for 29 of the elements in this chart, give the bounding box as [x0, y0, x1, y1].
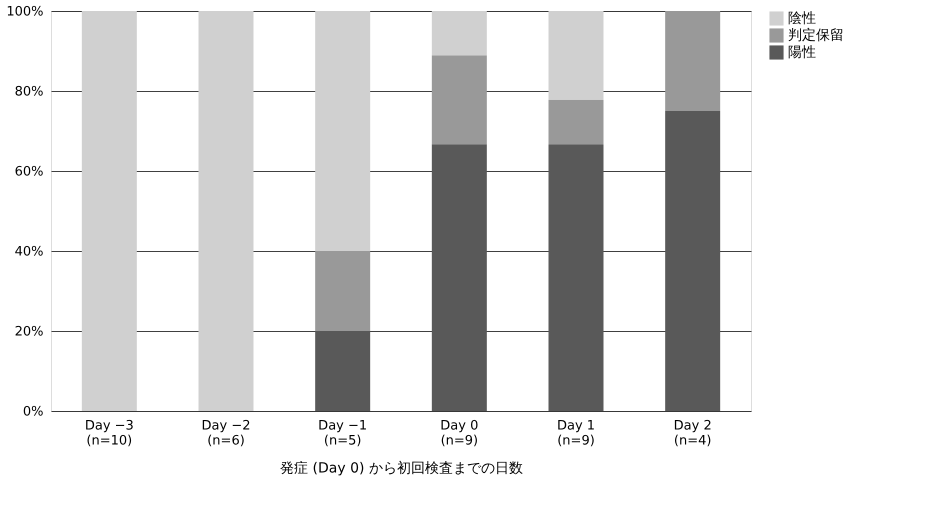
x-tick-label: Day −3 (n=10): [84, 418, 134, 448]
x-tick-label: Day −1 (n=5): [318, 418, 368, 448]
y-tick-label: 20%: [14, 324, 44, 340]
bar: [432, 144, 487, 411]
bar: [198, 11, 254, 411]
bar: [548, 144, 604, 411]
bar: [432, 55, 487, 144]
bar: [665, 111, 720, 411]
y-tick-label: 0%: [22, 404, 44, 420]
bar: [548, 100, 604, 144]
y-tick-label: 40%: [14, 244, 44, 260]
x-tick-label: Day 2 (n=4): [674, 418, 712, 448]
x-axis-title: 発症 (Day 0) から初回検査までの日数: [280, 460, 523, 476]
bar: [315, 251, 370, 331]
bar: [432, 11, 487, 56]
bar: [315, 11, 370, 251]
x-tick-label: Day 1 (n=9): [556, 418, 596, 448]
legend-label: 陽性: [788, 44, 816, 60]
y-tick-label: 60%: [14, 164, 44, 180]
legend-label: 判定保留: [788, 28, 844, 44]
x-tick-label: Day 0 (n=9): [440, 418, 478, 448]
bar: [548, 11, 604, 100]
y-tick-label: 100%: [6, 4, 44, 20]
bar: [665, 11, 720, 111]
legend-label: 陰性: [788, 10, 816, 26]
bar: [315, 331, 370, 411]
x-tick-label: Day −2 (n=6): [202, 418, 250, 448]
bar: [82, 11, 137, 411]
y-tick-label: 80%: [14, 84, 44, 100]
